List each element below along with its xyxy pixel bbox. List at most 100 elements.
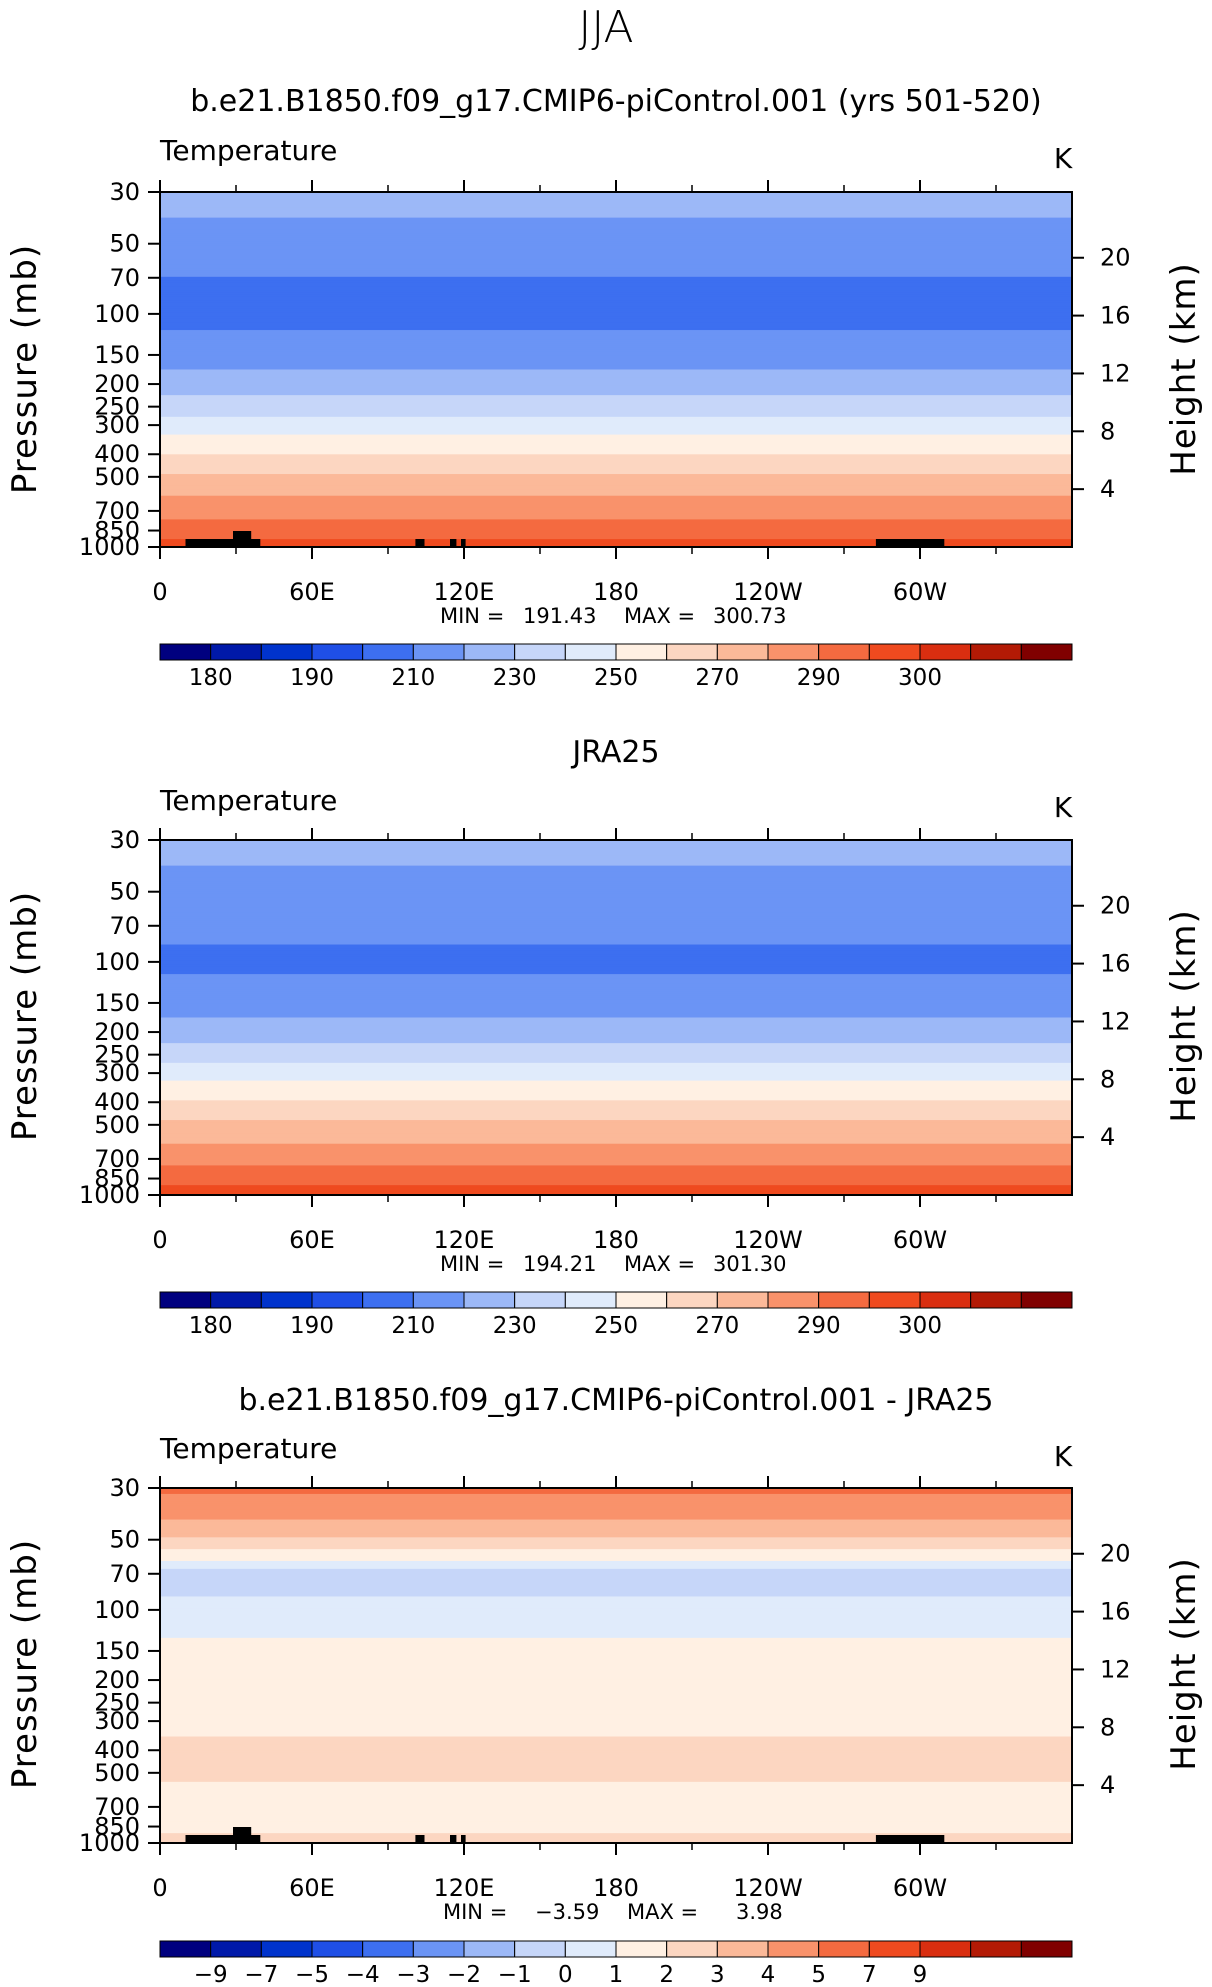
contour-band <box>160 1145 1072 1149</box>
contour-band <box>160 1177 1072 1180</box>
contour-band <box>160 859 1072 863</box>
contour-band <box>160 1568 1072 1572</box>
x-tick-label: 120W <box>733 1874 803 1902</box>
contour-band <box>160 314 1072 317</box>
contour-band <box>160 1572 1072 1576</box>
contour-band <box>160 523 1072 526</box>
contour-band <box>160 1793 1072 1797</box>
y-axis-label: Pressure (mb) <box>5 891 45 1141</box>
panel-title: b.e21.B1850.f09_g17.CMIP6-piControl.001 … <box>238 1383 993 1418</box>
colorbar-label: 4 <box>761 1962 776 1987</box>
y-tick-label: 300 <box>94 1059 140 1087</box>
colorbar-swatch <box>1020 1940 1073 1958</box>
contour-band <box>160 889 1072 892</box>
contour-band <box>160 1679 1072 1682</box>
contour-band <box>160 1118 1072 1121</box>
contour-band <box>160 1084 1072 1088</box>
contour-band <box>160 318 1072 321</box>
max-value: 300.73 <box>713 604 786 628</box>
colorbar-swatch <box>666 1940 718 1958</box>
contour-band <box>160 1161 1072 1165</box>
y-tick-label: 150 <box>94 989 140 1017</box>
contour-band <box>160 1789 1072 1793</box>
variable-label: Temperature <box>159 1432 337 1465</box>
contour-band <box>160 946 1072 950</box>
contour-band <box>160 241 1072 244</box>
contour-band <box>160 962 1072 965</box>
colorbar-swatch <box>767 1291 820 1309</box>
contour-band <box>160 1689 1072 1692</box>
colorbar-swatch <box>919 1291 972 1309</box>
contour-band <box>160 192 1072 195</box>
colorbar-swatch <box>210 643 262 661</box>
contour-band <box>160 383 1072 386</box>
contour-band <box>160 1811 1072 1815</box>
y-tick-label: 400 <box>94 440 140 468</box>
contour-band <box>160 841 1072 845</box>
contour-band <box>160 1131 1072 1135</box>
contour-band <box>160 1537 1072 1540</box>
contour-band <box>160 1035 1072 1038</box>
topography-block <box>415 1835 425 1843</box>
contour-band <box>160 1671 1072 1674</box>
contour-band <box>160 292 1072 296</box>
contour-band <box>160 991 1072 995</box>
contour-band <box>160 1734 1072 1738</box>
contour-band <box>160 891 1072 894</box>
max-label: MAX = <box>627 1900 698 1924</box>
contour-band <box>160 521 1072 524</box>
y-tick-label: 200 <box>94 1018 140 1046</box>
contour-band <box>160 237 1072 240</box>
contour-band <box>160 934 1072 938</box>
contour-band <box>160 1183 1072 1186</box>
contour-band <box>160 1527 1072 1531</box>
contour-band <box>160 1829 1072 1832</box>
contour-band <box>160 1685 1072 1688</box>
contour-band <box>160 952 1072 955</box>
contour-band <box>160 483 1072 487</box>
contour-band <box>160 883 1072 886</box>
contour-band <box>160 296 1072 300</box>
contour-band <box>160 1730 1072 1734</box>
colorbar-label: −4 <box>346 1962 380 1987</box>
contour-band <box>160 1187 1072 1190</box>
contour-band <box>160 1635 1072 1639</box>
colorbar-label: −7 <box>244 1962 278 1987</box>
contour-band <box>160 272 1072 276</box>
contour-band <box>160 361 1072 365</box>
contour-band <box>160 1604 1072 1607</box>
contour-band <box>160 907 1072 910</box>
colorbar-label: 230 <box>493 1313 537 1339</box>
contour-band <box>160 1102 1072 1105</box>
contour-band <box>160 472 1072 475</box>
variable-label: Temperature <box>159 134 337 167</box>
panel-title: JRA25 <box>570 735 659 770</box>
contour-band <box>160 1157 1072 1161</box>
contour-band <box>160 1025 1072 1028</box>
contour-band <box>160 916 1072 920</box>
y2-tick-label: 16 <box>1100 302 1131 330</box>
contour-band <box>160 1606 1072 1609</box>
colorbar-swatch <box>362 1940 414 1958</box>
contour-band <box>160 1163 1072 1167</box>
colorbar-label: 180 <box>189 1313 233 1339</box>
contour-band <box>160 1704 1072 1708</box>
contour-band <box>160 1602 1072 1605</box>
contour-band <box>160 320 1072 323</box>
contour-band <box>160 322 1072 325</box>
contour-band <box>160 895 1072 898</box>
contour-band <box>160 233 1072 236</box>
contour-band <box>160 1681 1072 1684</box>
contour-band <box>160 434 1072 438</box>
contour-band <box>160 1058 1072 1062</box>
contour-band <box>160 290 1072 294</box>
colorbar-swatch <box>514 1940 566 1958</box>
y2-tick-label: 20 <box>1100 1540 1131 1568</box>
colorbar-swatch <box>868 1940 921 1958</box>
contour-band <box>160 861 1072 865</box>
contour-band <box>160 1539 1072 1542</box>
contour-band <box>160 1649 1072 1653</box>
contour-band <box>160 942 1072 946</box>
contour-band <box>160 1641 1072 1645</box>
topography-block <box>875 1835 945 1843</box>
